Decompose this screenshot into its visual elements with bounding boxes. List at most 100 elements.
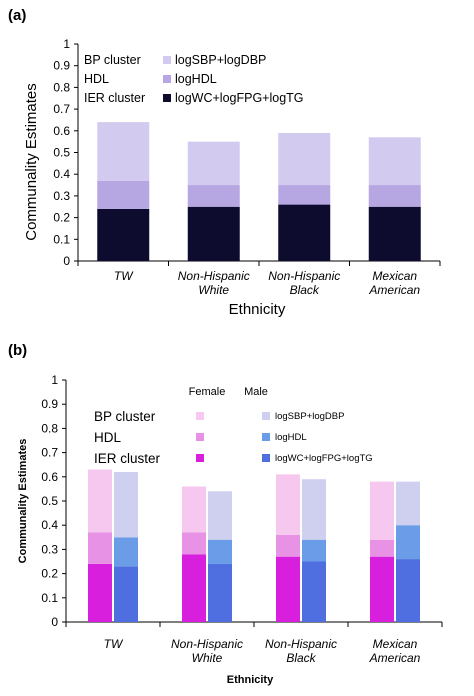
panel-a-category-label: Non-Hispanic [268,269,340,283]
legend-a-series-loghdl: logHDL [175,72,217,86]
panel-b-y-tick-label: 0.8 [41,421,58,435]
bar-b-tw-female-bp-cluster [88,469,112,533]
legend-b-series-logwc-logfpg-logtg: logWC+logFPG+logTG [275,453,373,464]
panel-a-y-tick-label: 0.9 [53,59,70,73]
bar-b-non-hispanic-black-female-hdl [276,534,300,557]
panel-a-label: (a) [8,7,26,24]
panel-a-y-tick-label: 0.2 [53,211,70,225]
panel-b-y-tick-label: 0.4 [41,518,58,532]
bar-b-tw-female-ier-cluster [88,563,112,622]
legend-b-cluster-bp-cluster: BP cluster [94,409,156,424]
panel-b-label: (b) [8,342,27,359]
panel-b-category-label: Black [286,651,316,665]
legend-b-cluster-ier-cluster: IER cluster [94,451,161,466]
bar-b-non-hispanic-black-female-ier-cluster [276,556,300,622]
bar-a-mexican-american-loghdl [368,185,421,207]
bar-b-mexican-american-male-logsbp-logdbp [396,481,420,526]
bar-b-non-hispanic-white-female-hdl [182,532,206,555]
bar-a-tw-logwc-logfpg-logtg [97,208,150,261]
panel-b-category-label: White [192,651,223,665]
bar-b-mexican-american-female-ier-cluster [370,556,394,622]
panel-a-y-tick-label: 1 [63,37,70,51]
bar-b-non-hispanic-white-male-logwc-logfpg-logtg [208,563,232,622]
bar-a-tw-logsbp-logdbp [97,122,150,181]
panel-b-y-tick-label: 0.7 [41,446,58,460]
legend-b-series-logsbp-logdbp: logSBP+logDBP [275,411,344,422]
panel-b-category-label: Mexican [373,637,418,651]
panel-a-y-axis-label: Communality Estimates [23,83,40,241]
bar-a-non-hispanic-black-logsbp-logdbp [278,132,331,186]
legend-b-female-swatch-ier-cluster [196,454,204,462]
panel-a-category-label: TW [114,269,134,283]
legend-a-cluster-bp-cluster: BP cluster [84,53,141,67]
panel-a: (a) Communality Estimates Ethnicity 0 0.1… [8,7,441,318]
bar-a-non-hispanic-black-logwc-logfpg-logtg [278,204,331,261]
panel-a-category-label: Non-Hispanic [178,269,250,283]
panel-b-category-label: Non-Hispanic [171,637,243,651]
panel-a-x-axis-label: Ethnicity [229,301,286,318]
panel-a-y-tick-label: 0.8 [53,80,70,94]
panel-a-y-tick-label: 0.1 [53,232,70,246]
bar-b-non-hispanic-black-female-bp-cluster [276,474,300,535]
legend-b-header-female: Female [189,386,226,398]
legend-b-header-male: Male [244,386,268,398]
bar-b-tw-male-loghdl [114,537,138,567]
bar-b-non-hispanic-white-male-logsbp-logdbp [208,491,232,540]
panel-b-legend: Female Male BP cluster HDL IER cluster logSBP… [94,386,373,466]
panel-a-y-tick-label: 0.6 [53,124,70,138]
bar-a-tw-loghdl [97,180,150,209]
legend-a-series-logsbp-logdbp: logSBP+logDBP [175,53,266,67]
panel-a-category-label: Mexican [372,269,417,283]
bar-b-non-hispanic-white-male-loghdl [208,539,232,564]
bar-a-non-hispanic-white-logsbp-logdbp [187,141,240,186]
bar-b-non-hispanic-black-male-loghdl [302,539,326,562]
panel-a-category-label: White [198,283,229,297]
panel-a-y-tick-label: 0.7 [53,102,70,116]
bar-a-non-hispanic-black-loghdl [278,185,331,205]
panel-b-y-tick-label: 0.5 [41,494,58,508]
panel-b-category-label: TW [104,637,124,651]
legend-b-female-swatch-hdl [196,433,204,441]
bar-a-mexican-american-logsbp-logdbp [368,137,421,186]
bar-b-non-hispanic-black-male-logsbp-logdbp [302,479,326,540]
bar-a-non-hispanic-white-logwc-logfpg-logtg [187,206,240,261]
panel-b-y-tick-label: 0.6 [41,470,58,484]
panel-a-category-label: Black [290,283,320,297]
panel-b-category-label: Non-Hispanic [265,637,337,651]
bar-b-mexican-american-male-logwc-logfpg-logtg [396,559,420,622]
bar-b-mexican-american-female-hdl [370,539,394,557]
legend-b-male-swatch-logsbp-logdbp [262,412,270,420]
bar-b-non-hispanic-white-female-ier-cluster [182,554,206,622]
bar-b-mexican-american-female-bp-cluster [370,481,394,540]
panel-b-y-tick-label: 0.2 [41,567,58,581]
bar-a-non-hispanic-white-loghdl [187,185,240,207]
panel-b-category-label: American [369,651,421,665]
panel-b-y-tick-label: 0.3 [41,542,58,556]
panel-b: (b) Communality Estimates Ethnicity 0 0.1… [8,342,443,686]
legend-b-female-swatch-bp-cluster [196,412,204,420]
legend-a-swatch-loghdl [163,75,171,83]
legend-a-cluster-ier-cluster: IER cluster [84,91,145,105]
panel-b-y-axis-label: Communality Estimates [17,439,29,564]
panel-a-y-tick-label: 0.5 [53,146,70,160]
panel-b-y-tick-label: 0.1 [41,591,58,605]
bar-b-tw-female-hdl [88,532,112,564]
bar-b-tw-male-logsbp-logdbp [114,471,138,538]
legend-a-cluster-hdl: HDL [84,72,109,86]
bar-b-tw-male-logwc-logfpg-logtg [114,566,138,622]
legend-b-male-swatch-loghdl [262,433,270,441]
legend-a-swatch-logwc-logfpg-logtg [163,94,171,102]
panel-b-y-tick-label: 0 [51,615,58,629]
panel-b-y-tick-label: 1 [51,373,58,387]
panel-a-category-label: American [368,283,420,297]
panel-a-y-tick-label: 0.4 [53,167,70,181]
panel-b-y-tick-label: 0.9 [41,397,58,411]
bar-a-mexican-american-logwc-logfpg-logtg [368,206,421,261]
panel-a-y-tick-label: 0 [63,254,70,268]
bar-b-mexican-american-male-loghdl [396,525,420,560]
legend-a-swatch-logsbp-logdbp [163,56,171,64]
bar-b-non-hispanic-black-male-logwc-logfpg-logtg [302,561,326,622]
panel-a-legend: BP cluster logSBP+logDBP HDL logHDL IER clus… [84,53,304,105]
legend-b-series-loghdl: logHDL [275,432,307,443]
